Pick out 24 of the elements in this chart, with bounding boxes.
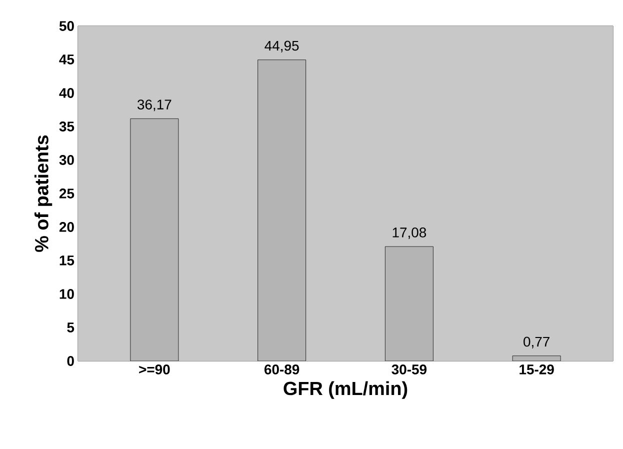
y-tick-label: 45 xyxy=(59,54,74,64)
y-tick-label: 35 xyxy=(59,122,74,132)
y-tick-label: 20 xyxy=(59,222,74,232)
y-tick-label: 0 xyxy=(67,356,74,366)
y-tick-label: 5 xyxy=(67,322,74,332)
bar xyxy=(384,246,434,361)
x-tick-label: 30-59 xyxy=(392,364,427,374)
y-tick-label: 40 xyxy=(59,88,74,98)
data-label: 44,95 xyxy=(264,40,299,52)
data-label: 0,77 xyxy=(524,336,550,348)
y-tick-label: 30 xyxy=(59,155,74,165)
x-axis-title: GFR (mL/min) xyxy=(284,381,408,399)
y-tick-label: 10 xyxy=(60,289,74,299)
data-label: 36,17 xyxy=(138,100,172,112)
x-tick-label: 60-89 xyxy=(264,364,300,374)
x-tick-label: 15-29 xyxy=(520,364,554,374)
data-label: 17,08 xyxy=(392,228,426,240)
x-tick-label: >=90 xyxy=(139,364,170,374)
y-tick-label: 50 xyxy=(59,21,74,31)
y-axis-title: % of patients xyxy=(34,135,52,252)
bar xyxy=(258,60,306,361)
y-tick-label: 15 xyxy=(60,256,74,266)
y-tick-label: 25 xyxy=(59,188,74,198)
bar xyxy=(130,118,179,361)
